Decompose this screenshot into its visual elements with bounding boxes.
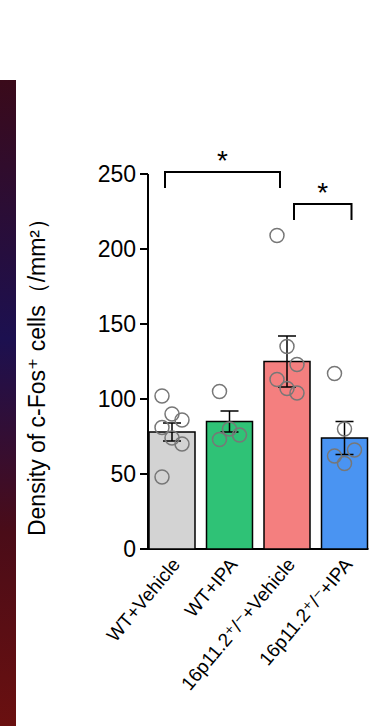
y-axis-label: Density of c-Fos⁺ cells（/mm²） [24,207,50,536]
data-point [338,422,352,436]
data-point [155,389,169,403]
y-tick-label: 100 [98,386,136,412]
y-tick-label: 150 [98,311,136,337]
data-point [155,470,169,484]
data-point [175,437,189,451]
x-tick-label: 16p11.2⁺/⁻+IPA [255,554,357,670]
bar [264,362,310,550]
y-tick [140,473,148,475]
y-tick [140,398,148,400]
y-tick-label: 50 [110,461,136,487]
data-point [233,428,247,442]
data-point [348,443,362,457]
significance-label: * [317,177,328,208]
marks [149,229,368,550]
data-point [328,449,342,463]
data-point [165,407,179,421]
image-strip [0,80,16,726]
significance-label: * [217,145,228,176]
y-tick [140,173,148,175]
data-point [213,433,227,447]
y-tick-label: 250 [98,161,136,187]
y-tick [140,323,148,325]
data-point [270,229,284,243]
data-point [175,413,189,427]
data-point [338,457,352,471]
x-tick-label: WT+IPA [181,554,242,621]
data-point [280,340,294,354]
bar [322,438,368,549]
error-bar [278,336,296,387]
x-tick-label: WT+Vehicle [102,554,184,646]
bar [207,422,253,550]
data-point [290,386,304,400]
data-point [290,358,304,372]
data-point [165,431,179,445]
bar [149,432,195,549]
y-tick [140,248,148,250]
chart: 0 50 100 150 200 250 Density of c-Fos⁺ cells（/… [0,0,392,726]
data-point [328,367,342,381]
data-point [213,385,227,399]
y-tick-label: 200 [98,236,136,262]
y-tick [140,548,148,550]
y-tick-label: 0 [123,536,136,562]
